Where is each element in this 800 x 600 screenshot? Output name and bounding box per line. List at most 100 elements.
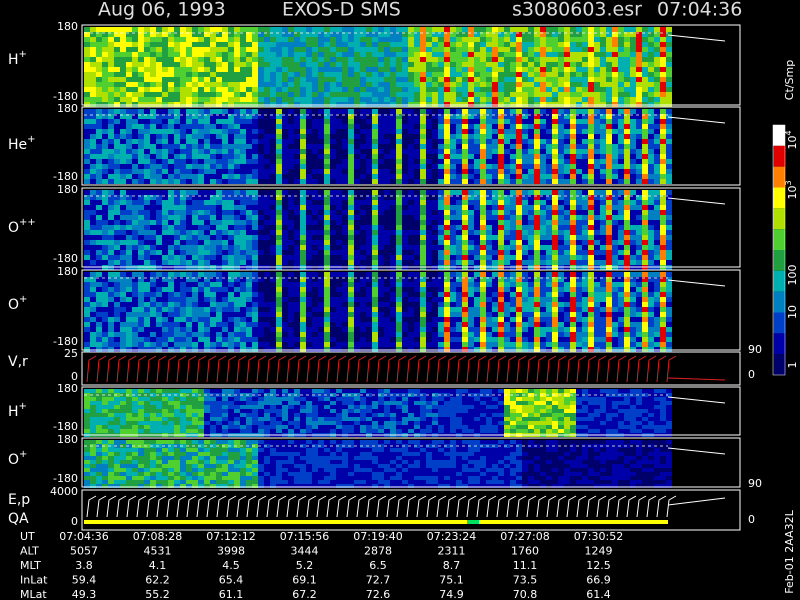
pixel	[96, 124, 102, 129]
pixel	[420, 72, 426, 77]
pixel	[420, 149, 426, 154]
pixel	[312, 220, 318, 225]
pixel	[516, 47, 522, 52]
pixel	[210, 144, 216, 149]
pixel	[198, 297, 204, 302]
pixel	[402, 179, 408, 184]
pixel	[468, 225, 474, 230]
pixel	[216, 235, 222, 240]
pixel	[228, 57, 234, 62]
pixel	[156, 114, 162, 119]
pixel	[636, 27, 642, 32]
pixel	[576, 205, 582, 210]
pixel	[504, 220, 510, 225]
pixel	[258, 245, 264, 250]
pixel	[642, 87, 648, 92]
pixel	[420, 87, 426, 92]
pixel	[402, 114, 408, 119]
pixel	[402, 225, 408, 230]
pixel	[654, 77, 660, 82]
pixel	[192, 277, 198, 282]
pixel	[186, 32, 192, 37]
pixel	[348, 134, 354, 139]
pixel	[582, 62, 588, 67]
pixel	[282, 82, 288, 87]
pixel	[456, 124, 462, 129]
pixel	[390, 225, 396, 230]
pixel	[474, 97, 480, 102]
pixel	[570, 195, 576, 200]
pixel	[456, 119, 462, 124]
pixel	[522, 57, 528, 62]
pixel	[378, 37, 384, 42]
pixel	[162, 92, 168, 97]
pixel	[222, 139, 228, 144]
pixel	[102, 134, 108, 139]
pixel	[84, 119, 90, 124]
pixel	[570, 82, 576, 87]
pixel	[534, 82, 540, 87]
pixel	[330, 72, 336, 77]
pixel	[582, 67, 588, 72]
pixel	[630, 87, 636, 92]
pixel	[114, 124, 120, 129]
pixel	[330, 144, 336, 149]
pixel	[318, 235, 324, 240]
pixel	[144, 169, 150, 174]
pixel	[546, 200, 552, 205]
pixel	[312, 235, 318, 240]
pixel	[252, 190, 258, 195]
pixel	[510, 67, 516, 72]
pixel	[264, 97, 270, 102]
pixel	[234, 144, 240, 149]
pixel	[384, 87, 390, 92]
pixel	[396, 37, 402, 42]
pixel	[570, 67, 576, 72]
pixel	[246, 195, 252, 200]
pixel	[144, 27, 150, 32]
pixel	[138, 77, 144, 82]
pixel	[192, 57, 198, 62]
pixel	[552, 109, 558, 114]
pixel	[300, 67, 306, 72]
pixel	[498, 200, 504, 205]
pixel	[210, 235, 216, 240]
pixel	[252, 62, 258, 67]
pixel	[648, 92, 654, 97]
pixel	[174, 190, 180, 195]
pixel	[564, 190, 570, 195]
pixel	[462, 52, 468, 57]
pixel	[606, 139, 612, 144]
pixel	[546, 119, 552, 124]
pixel	[396, 82, 402, 87]
pixel	[180, 114, 186, 119]
pixel	[432, 114, 438, 119]
pixel	[528, 27, 534, 32]
pixel	[198, 240, 204, 245]
pixel	[540, 109, 546, 114]
pixel	[270, 154, 276, 159]
pixel	[162, 332, 168, 337]
pixel	[174, 282, 180, 287]
pixel	[594, 225, 600, 230]
pixel	[402, 62, 408, 67]
pixel	[270, 230, 276, 235]
pixel	[432, 149, 438, 154]
pixel	[516, 179, 522, 184]
pixel	[366, 149, 372, 154]
pixel	[174, 97, 180, 102]
pixel	[174, 77, 180, 82]
pixel	[420, 124, 426, 129]
pixel	[414, 159, 420, 164]
pixel	[498, 52, 504, 57]
pixel	[570, 169, 576, 174]
pixel	[492, 245, 498, 250]
pixel	[660, 67, 666, 72]
pixel	[636, 164, 642, 169]
pixel	[120, 77, 126, 82]
pixel	[666, 32, 672, 37]
pixel	[186, 82, 192, 87]
pixel	[396, 225, 402, 230]
pixel	[108, 292, 114, 297]
pixel	[480, 47, 486, 52]
